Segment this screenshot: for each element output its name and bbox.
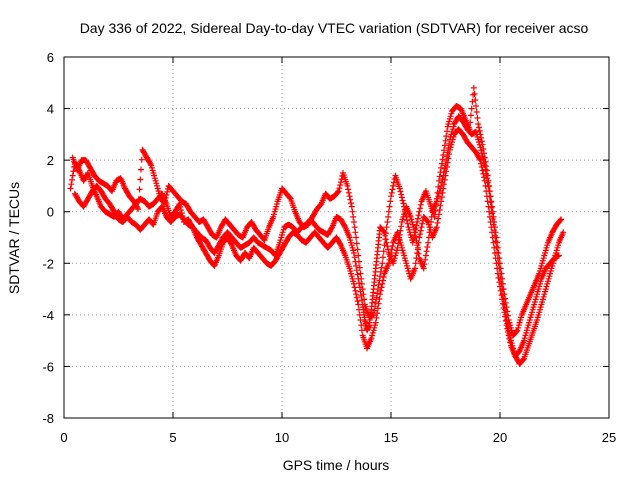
y-tick-label: -6	[42, 359, 54, 374]
x-tick-label: 20	[493, 430, 507, 445]
y-tick-label: -4	[42, 308, 54, 323]
y-axis-label: SDTVAR / TECUs	[6, 182, 22, 294]
axis-ticks: 0 5 10 15 20 25 -8 -6 -4 -2 0 2 4 6	[42, 50, 616, 445]
x-tick-label: 15	[384, 430, 398, 445]
x-tick-label: 0	[60, 430, 67, 445]
chart-title: Day 336 of 2022, Sidereal Day-to-day VTE…	[80, 20, 589, 36]
x-tick-label: 5	[169, 430, 176, 445]
y-tick-label: 0	[47, 205, 54, 220]
y-tick-label: 2	[47, 153, 54, 168]
y-tick-label: -2	[42, 256, 54, 271]
data-track	[71, 126, 562, 360]
data-track	[69, 84, 564, 339]
y-tick-label: -8	[42, 411, 54, 426]
x-tick-label: 25	[602, 430, 616, 445]
y-tick-label: 4	[47, 102, 54, 117]
plot-frame	[63, 56, 610, 419]
x-axis-label: GPS time / hours	[283, 457, 390, 473]
data-series	[67, 84, 567, 367]
x-tick-label: 10	[275, 430, 289, 445]
y-tick-label: 6	[47, 50, 54, 65]
